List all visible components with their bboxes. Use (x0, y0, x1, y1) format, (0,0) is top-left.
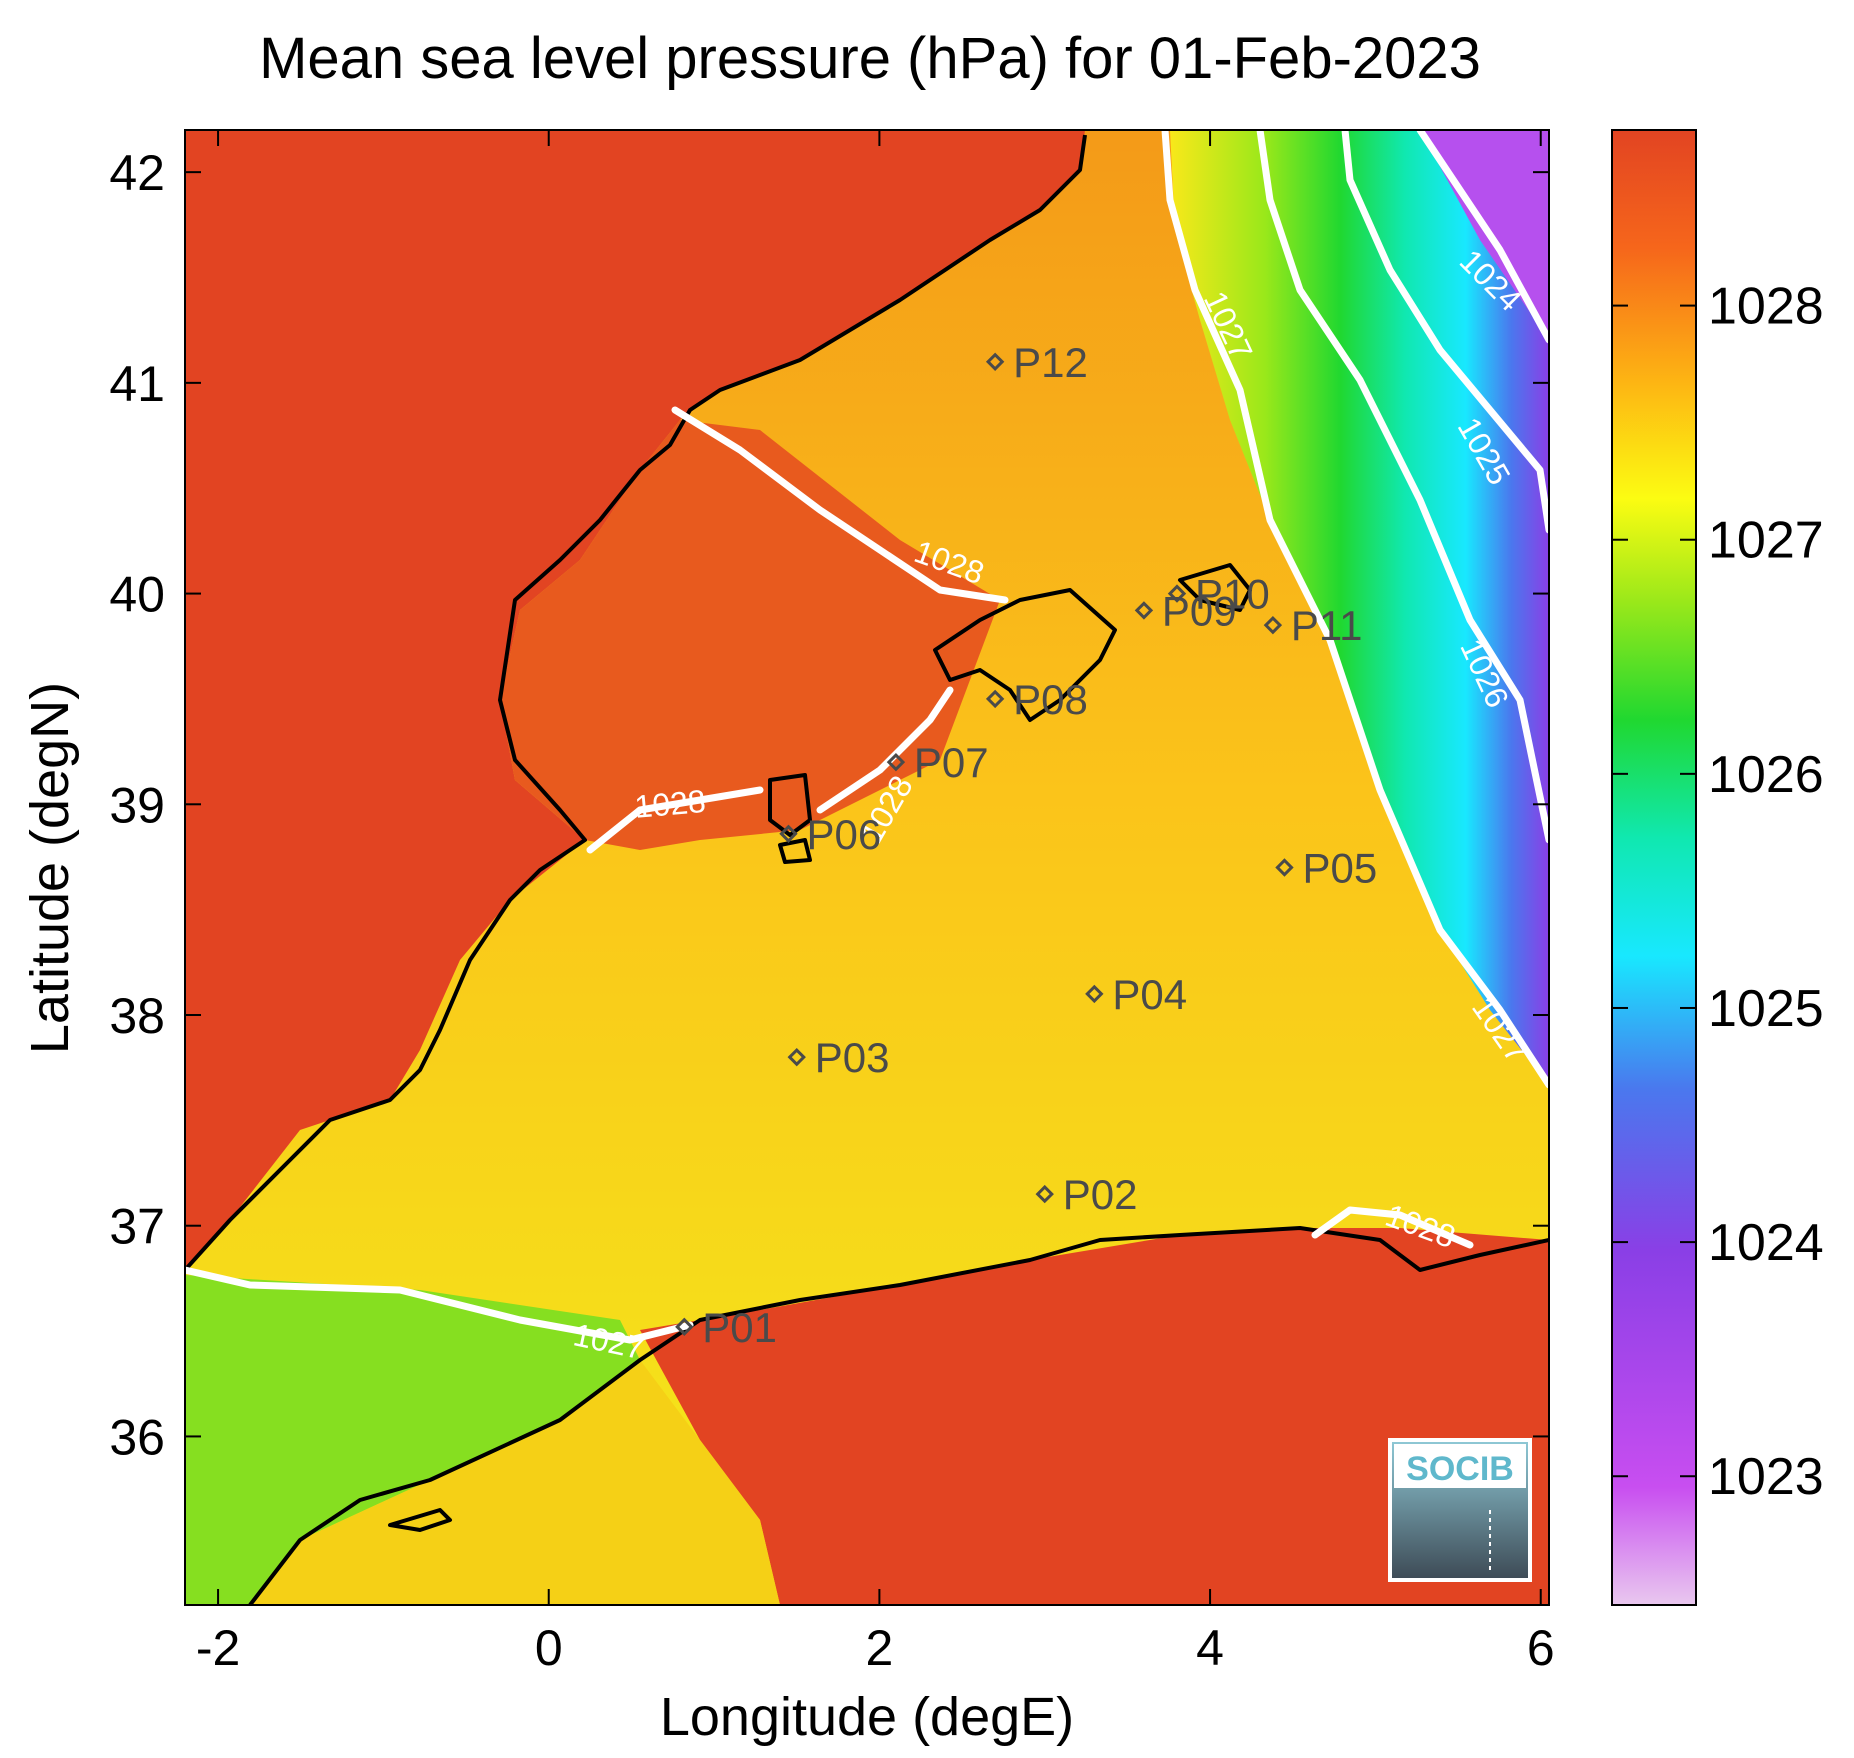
land-africa-yellow (250, 1360, 780, 1605)
station-label: P06 (806, 811, 881, 858)
station-label: P02 (1063, 1171, 1138, 1218)
station-diamond-icon (675, 1317, 694, 1337)
station-label: P01 (702, 1304, 777, 1351)
station-diamond-icon (779, 824, 798, 843)
coastline-formentera (778, 838, 812, 864)
station-p11: P11 (1263, 602, 1363, 649)
isobar-1028-north (671, 406, 1009, 604)
x-axis-label: Longitude (degE) (660, 1687, 1074, 1747)
land-africa-west-green (185, 1275, 640, 1605)
map-title: Mean sea level pressure (hPa) for 01-Feb… (259, 26, 1481, 91)
y-tick-label: 42 (109, 145, 165, 201)
station-diamond-icon (886, 752, 906, 772)
station-label: P10 (1195, 571, 1270, 618)
colorbar-tick-label: 1028 (1708, 278, 1824, 336)
y-tick-label: 41 (109, 356, 165, 412)
station-label: P11 (1291, 602, 1363, 649)
colorbar (1611, 129, 1697, 1606)
y-tick-label: 40 (109, 567, 165, 623)
station-p05: P05 (1275, 845, 1377, 892)
station-diamond-icon (985, 352, 1005, 371)
isobar-contours (185, 130, 1549, 1344)
land-iberia (185, 130, 1085, 1270)
coastline-africa (248, 1226, 1549, 1605)
isobar-1028-west (586, 786, 764, 854)
y-axis-label: Latitude (degN) (20, 682, 80, 1054)
station-label: P07 (914, 739, 989, 786)
x-axis-ticks: -2 0 2 4 6 (196, 130, 1555, 1676)
station-diamond-icon (1263, 615, 1283, 635)
x-tick-label: -2 (196, 1620, 240, 1676)
isobar-1027-east (1161, 130, 1549, 1089)
socib-logo: SOCIB (1388, 1438, 1532, 1582)
station-label: P09 (1162, 587, 1237, 634)
coastlines (185, 134, 1549, 1605)
y-tick-label: 39 (109, 777, 165, 833)
colorbar-ticks: 1023 1024 1025 1026 1027 1028 (1612, 278, 1824, 1506)
isobar-1027-south (185, 1266, 694, 1344)
station-label: P03 (815, 1034, 890, 1081)
station-p06: P06 (779, 811, 881, 858)
x-tick-label: 4 (1196, 1620, 1224, 1676)
station-label: P08 (1013, 676, 1088, 723)
station-p01: P01 (675, 1304, 777, 1351)
x-tick-label: 6 (1527, 1620, 1555, 1676)
station-label: P12 (1013, 339, 1088, 386)
station-diamond-icon (1035, 1184, 1054, 1204)
station-diamond-icon (985, 689, 1005, 709)
station-p03: P03 (787, 1034, 890, 1081)
station-p07: P07 (886, 739, 989, 786)
isobar-1028-south (1311, 1206, 1474, 1249)
colorbar-tick-label: 1026 (1708, 746, 1824, 804)
isobar-1026 (1256, 130, 1549, 844)
station-label: P05 (1302, 845, 1377, 892)
station-diamond-icon (787, 1047, 806, 1067)
station-diamond-icon (1275, 858, 1294, 877)
coastline-mallorca (933, 588, 1117, 722)
colorbar-tick-label: 1027 (1708, 512, 1824, 570)
y-tick-label: 38 (109, 988, 165, 1044)
coastline-iberia (185, 134, 1087, 1272)
x-tick-label: 2 (865, 1620, 893, 1676)
x-tick-label: 0 (535, 1620, 563, 1676)
plot-frame (184, 129, 1550, 1606)
station-p09: P09 (1134, 587, 1237, 634)
station-p08: P08 (985, 676, 1088, 723)
coastline-menorca (1178, 563, 1252, 612)
station-p02: P02 (1035, 1171, 1138, 1218)
station-diamond-icon (1167, 584, 1187, 603)
station-p04: P04 (1085, 971, 1187, 1018)
colorbar-tick-label: 1025 (1708, 980, 1824, 1038)
isobar-1024 (1416, 130, 1549, 344)
station-p12: P12 (985, 339, 1088, 386)
isobar-1028-middle (816, 686, 954, 814)
logo-text: SOCIB (1406, 1450, 1514, 1488)
colorbar-tick-label: 1023 (1708, 1448, 1824, 1506)
contour-label: 1028 (633, 783, 707, 825)
isobar-1025 (1341, 130, 1549, 534)
station-label: P04 (1112, 971, 1187, 1018)
colorbar-tick-label: 1024 (1708, 1214, 1824, 1272)
pressure-field (185, 130, 1549, 1605)
station-diamond-icon (1085, 984, 1104, 1004)
y-tick-label: 36 (109, 1409, 165, 1465)
y-axis-ticks: 36 37 38 39 40 41 42 (109, 145, 1549, 1465)
land-balearic-red (500, 420, 1000, 850)
station-p10: P10 (1167, 571, 1270, 618)
station-diamond-icon (1134, 601, 1154, 620)
y-tick-label: 37 (109, 1199, 165, 1255)
coastline-ibiza (768, 773, 812, 837)
coastline-alboran (388, 1508, 452, 1532)
land-africa (640, 1228, 1549, 1605)
